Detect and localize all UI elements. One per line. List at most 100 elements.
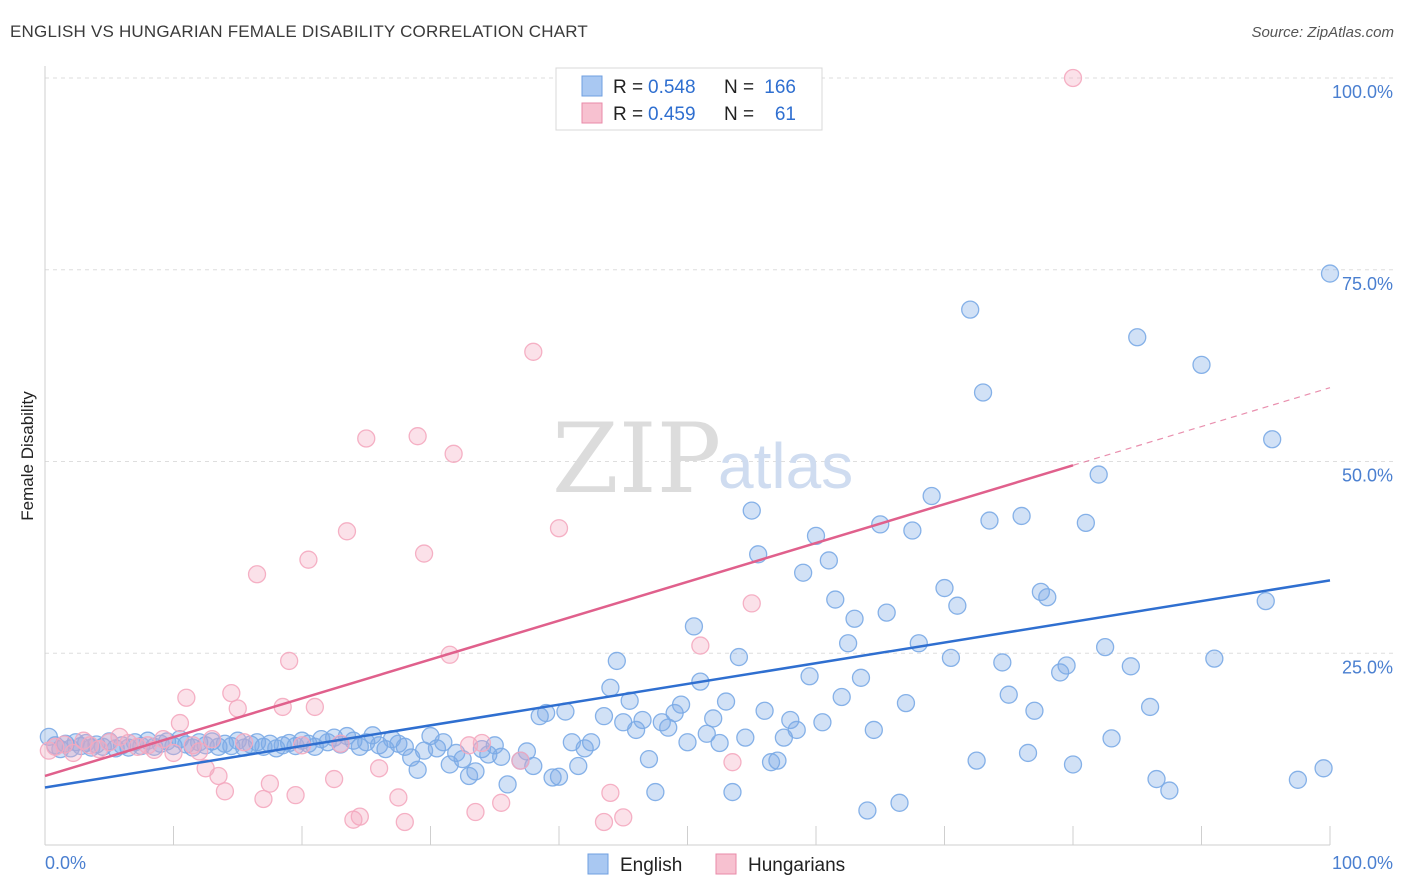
chart-source: Source: ZipAtlas.com xyxy=(1251,24,1394,41)
data-point xyxy=(671,695,691,714)
legend-r-value-hungarians: 0.459 xyxy=(648,104,696,125)
data-point xyxy=(896,693,916,713)
data-point xyxy=(543,768,562,787)
data-point xyxy=(742,501,761,520)
data-point xyxy=(704,709,723,728)
data-point xyxy=(903,521,922,540)
data-point xyxy=(369,759,389,778)
data-point xyxy=(1089,465,1108,484)
data-point xyxy=(389,788,408,807)
data-point xyxy=(1320,264,1340,283)
data-point xyxy=(678,733,697,752)
data-point xyxy=(569,756,588,776)
bottom-legend-label-hungarians: Hungarians xyxy=(748,855,845,876)
data-point xyxy=(736,728,755,747)
data-point xyxy=(1205,649,1224,668)
data-point xyxy=(993,653,1012,672)
data-point xyxy=(299,550,318,569)
data-point xyxy=(247,565,267,584)
data-point xyxy=(999,685,1018,704)
trend-layer xyxy=(44,387,1331,789)
data-point xyxy=(350,807,369,826)
data-point xyxy=(781,710,800,730)
data-point xyxy=(89,739,109,759)
data-point xyxy=(716,692,736,711)
data-point xyxy=(537,703,556,723)
data-point xyxy=(691,636,710,655)
data-point xyxy=(633,710,652,730)
data-point xyxy=(1140,697,1160,717)
data-point xyxy=(1076,513,1095,533)
data-point xyxy=(228,699,247,718)
legend: R = 0.548 N = 166 R = 0.459 N = 61 xyxy=(555,67,823,131)
data-point xyxy=(222,683,241,703)
data-point xyxy=(1256,591,1275,611)
legend-r-label-english: R = xyxy=(613,77,643,98)
data-point xyxy=(826,590,845,609)
data-point xyxy=(414,544,434,563)
chart-title: ENGLISH VS HUNGARIAN FEMALE DISABILITY C… xyxy=(10,22,588,41)
watermark-atlas: atlas xyxy=(718,430,853,502)
data-point xyxy=(395,737,414,756)
data-point xyxy=(1160,781,1179,800)
data-point xyxy=(909,634,928,653)
data-point xyxy=(395,812,414,832)
watermark-zip: ZIP xyxy=(552,403,721,515)
watermark: ZIP atlas xyxy=(552,403,853,515)
data-point xyxy=(967,751,986,770)
data-point xyxy=(742,594,761,613)
data-point xyxy=(794,563,813,582)
grid-layer: 25.0% 50.0% 75.0% 100.0% xyxy=(45,77,1395,677)
data-point xyxy=(324,769,344,789)
data-point xyxy=(444,444,463,463)
data-point xyxy=(838,634,858,653)
data-point xyxy=(890,793,909,812)
data-point xyxy=(254,789,273,809)
data-point xyxy=(800,667,819,686)
data-point xyxy=(305,697,325,717)
data-point xyxy=(806,526,826,546)
trend-line-extension-hungarians xyxy=(1072,387,1331,466)
data-point xyxy=(1018,743,1038,763)
data-point xyxy=(1057,656,1076,675)
data-point xyxy=(492,793,511,812)
data-point xyxy=(723,753,742,772)
data-point xyxy=(710,733,729,753)
data-point xyxy=(1147,769,1166,789)
bottom-legend: English Hungarians xyxy=(587,853,845,876)
data-point xyxy=(832,687,851,707)
data-point xyxy=(761,753,781,772)
data-point xyxy=(1012,506,1031,526)
bottom-legend-swatch-english xyxy=(587,853,609,875)
legend-swatch-english xyxy=(581,75,603,97)
data-point xyxy=(357,429,376,448)
data-point xyxy=(190,742,209,761)
data-point xyxy=(1025,701,1044,720)
data-point xyxy=(1121,657,1140,676)
data-point xyxy=(858,801,877,820)
legend-r-value-english: 0.548 xyxy=(648,77,696,98)
data-point xyxy=(472,733,492,753)
data-point xyxy=(235,733,254,752)
data-point xyxy=(466,762,485,781)
data-point xyxy=(549,519,569,538)
data-point xyxy=(601,783,620,802)
data-point xyxy=(1063,755,1083,774)
data-point xyxy=(1063,68,1083,88)
legend-n-label-hungarians: N = xyxy=(724,104,754,125)
data-point xyxy=(729,647,749,667)
data-point xyxy=(935,578,954,598)
data-point xyxy=(549,767,569,786)
data-point xyxy=(864,720,883,740)
legend-n-value-english: 166 xyxy=(764,77,796,98)
data-point xyxy=(408,760,427,779)
data-point xyxy=(1038,588,1057,607)
data-point xyxy=(922,486,941,506)
data-point xyxy=(594,706,614,726)
data-point xyxy=(1051,663,1070,682)
data-point xyxy=(64,743,83,763)
data-point xyxy=(511,751,530,770)
data-point xyxy=(100,733,119,752)
legend-n-label-english: N = xyxy=(724,77,754,98)
series-english xyxy=(39,264,1340,820)
